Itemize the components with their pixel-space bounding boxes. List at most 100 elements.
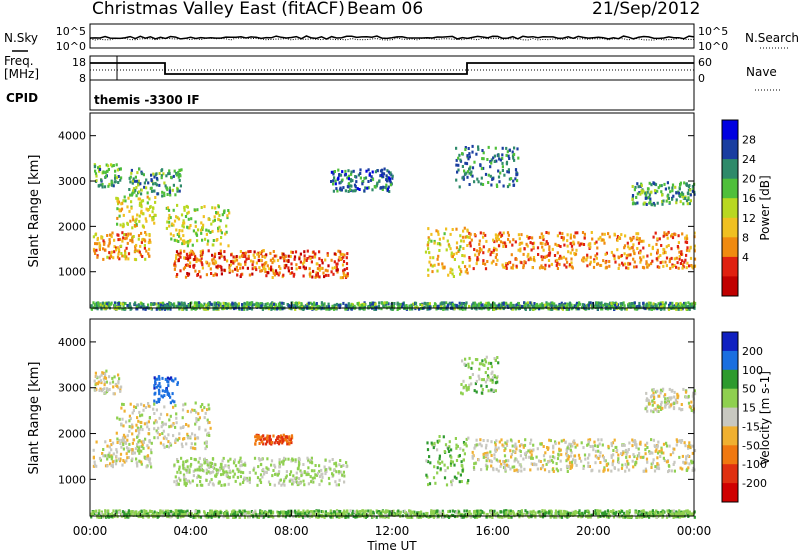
velocity-cell-4-177 [232,475,235,479]
power-cell-3-101 [147,181,150,185]
velocity-cell-2-159 [120,445,123,449]
velocity-cell-3-35 [173,400,176,404]
power-cell-8-126 [515,173,518,177]
power-cell-11-1167 [667,308,671,311]
velocity-cell-8-56 [574,458,577,462]
velocity-cell-8-387 [654,465,657,469]
velocity-cell-2-74 [193,433,197,437]
power-cell-1-117 [143,244,146,247]
velocity-cell-2-20 [206,418,209,422]
power-cell-9-456 [688,264,691,268]
velocity-cell-8-315 [504,466,507,470]
power-cell-11-1213 [443,307,446,311]
power-cell-2-65 [129,219,132,223]
nsky-panel [89,23,695,49]
velocity-cell-4-121 [343,474,346,478]
velocity-cell-2-157 [165,444,168,448]
power-cell-9-30 [680,250,683,254]
velocity-cell-7-52 [470,382,473,386]
velocity-cell-2-52 [128,429,131,433]
power-cell-9-240 [583,256,586,260]
velocity-cell-8-42 [473,468,476,471]
velocity-cell-0-58 [106,389,109,392]
cpid-panel [89,79,695,111]
velocity-cell-4-4 [339,470,342,474]
power-cell-9-430 [503,241,506,245]
velocity-cell-2-103 [138,439,141,442]
power-cell-9-85 [596,252,599,256]
power-cell-11-769 [511,307,514,311]
velocity-cell-6-57 [444,469,447,473]
power-cell-11-1141 [202,307,205,311]
velocity-cell-4-325 [185,482,188,486]
power-cell-11-1244 [565,305,569,309]
power-cell-11-990 [155,302,158,306]
velocity-cell-4-40 [285,474,288,478]
velocity-cell-6-31 [445,483,449,487]
power-cell-10-85 [689,188,692,192]
velocity-cell-1-16 [136,445,139,449]
velocity-cell-4-67 [182,460,185,464]
velocity-cell-4-205 [220,473,223,477]
velocity-cell-3-53 [160,394,163,398]
power-cell-5-315 [287,269,290,273]
power-cell-3-11 [152,172,155,176]
power-cell-9-164 [583,232,586,236]
power-cell-9-491 [478,246,481,250]
power-cell-5-93 [345,256,348,260]
velocity-cell-4-10 [192,474,195,478]
power-cell-5-345 [302,274,305,278]
power-cell-8-128 [471,166,475,170]
velocity-cell-8-160 [552,446,555,450]
power-cell-4-118 [218,225,221,229]
power-cell-11-1246 [269,304,273,308]
power-cell-1-0 [113,245,116,249]
power-cell-11-1314 [280,305,284,309]
power-cell-8-52 [486,158,489,161]
velocity-cell-6-82 [438,439,441,443]
velocity-cell-4-357 [341,473,344,477]
power-cell-11-724 [410,303,413,307]
velocity-cell-3-37 [167,392,171,396]
power-cell-9-77 [519,247,522,251]
power-cell-9-275 [693,257,697,261]
power-cell-11-526 [347,302,350,306]
power-cell-7-44 [437,230,440,234]
power-cell-11-1155 [484,303,487,307]
power-cell-11-574 [128,303,131,307]
power-cell-6-95 [333,170,336,173]
power-cell-7-16 [427,236,430,240]
velocity-cell-8-268 [628,468,631,472]
velocity-cell-4-204 [183,478,186,482]
velocity-cell-4-109 [179,478,182,482]
power-cell-9-15 [589,255,592,259]
velocity-cell-3-0 [158,382,161,385]
velocity-cell-8-199 [555,467,558,471]
power-cell-9-415 [502,231,505,235]
power-cell-1-27 [112,256,115,260]
power-cell-11-904 [97,304,100,308]
power-cell-11-1199 [472,304,475,308]
velocity-cell-4-155 [212,470,215,474]
power-cell-7-13 [449,247,452,251]
power-cell-7-60 [460,270,463,274]
power-cell-8-60 [476,177,479,181]
velocity-cell-6-8 [433,444,436,448]
power-cell-5-99 [309,274,312,278]
power-cell-2-41 [130,206,133,210]
power-cell-1-50 [108,251,111,255]
power-cell-9-288 [601,232,604,236]
power-cell-11-705 [440,304,443,308]
velocity-cell-6-56 [434,481,437,485]
power-cell-3-42 [161,194,164,198]
velocity-cell-8-182 [484,464,488,468]
velocity-cell-0-24 [103,387,106,391]
velocity-cell-4-360 [183,481,186,485]
power-cell-11-1022 [188,304,191,308]
power-cell-0-1 [117,181,120,184]
velocity-cell-5-6 [263,437,267,441]
power-cell-9-476 [541,236,544,240]
power-cell-8-12 [475,152,478,156]
power-cell-6-135 [359,168,362,172]
power-cell-5-267 [318,275,321,279]
